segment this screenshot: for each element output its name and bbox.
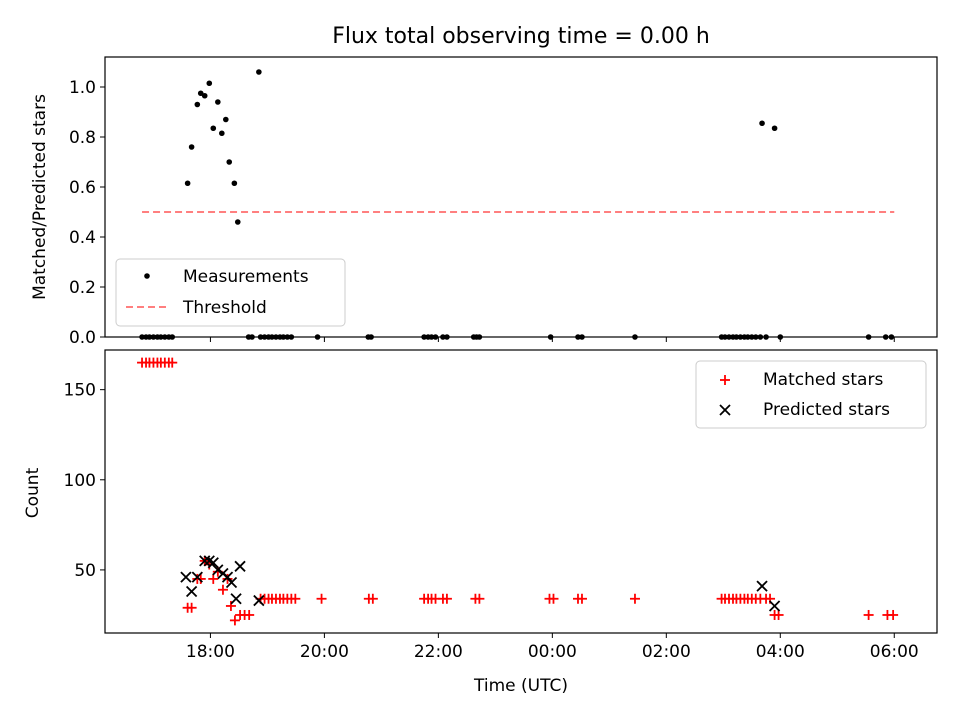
- x-tick-label: 00:00: [528, 642, 577, 662]
- measurement-point: [231, 180, 238, 187]
- matched-star-point: [773, 609, 784, 620]
- predicted-star-point: [756, 580, 768, 592]
- measurement-point: [219, 130, 225, 137]
- x-tick-label: 02:00: [642, 642, 691, 662]
- measurement-point: [206, 80, 213, 87]
- matched-star-point: [548, 593, 559, 604]
- predicted-star-point: [230, 593, 242, 605]
- bottom-y-ticks: 50 100 150: [64, 381, 105, 581]
- top-legend: Measurements Threshold: [115, 258, 346, 327]
- measurement-point: [256, 69, 262, 75]
- legend-predicted-marker: [719, 404, 731, 416]
- y-tick-label: 50: [74, 561, 96, 581]
- y-tick-label: 0.8: [69, 128, 96, 148]
- y-tick-label: 100: [64, 471, 96, 491]
- matched-star-point: [576, 593, 587, 604]
- legend-matched-label: Matched stars: [763, 370, 883, 390]
- top-axes-frame: [104, 56, 938, 338]
- legend-measurements-label: Measurements: [183, 267, 309, 287]
- matched-star-point: [863, 609, 874, 620]
- legend-predicted-label: Predicted stars: [763, 400, 890, 420]
- bottom-plot-marks: [137, 357, 899, 626]
- matched-star-point: [290, 593, 301, 604]
- matched-star-point: [244, 609, 255, 620]
- top-panel: 0.0 0.2 0.4 0.6 0.8 1.0 Matched/Predicted sta…: [30, 56, 938, 348]
- figure-title: Flux total observing time = 0.00 h: [332, 24, 710, 49]
- x-tick-label: 18:00: [186, 642, 235, 662]
- predicted-star-point: [234, 560, 246, 572]
- bottom-legend: Matched stars Predicted stars: [695, 360, 927, 429]
- bottom-panel: 50 100 150 18:00 20:00 22:00 00:00 02:00 04:00 0…: [23, 349, 938, 696]
- matched-star-point: [217, 584, 228, 595]
- y-tick-label: 0.0: [69, 328, 96, 348]
- matched-star-point: [888, 609, 899, 620]
- predicted-star-point: [185, 585, 198, 598]
- measurement-point: [226, 159, 233, 165]
- y-tick-label: 0.6: [69, 178, 96, 198]
- measurement-point: [223, 116, 229, 123]
- predicted-star-point: [253, 594, 265, 607]
- predicted-star-point: [180, 571, 192, 583]
- bottom-legend-box: [695, 360, 927, 429]
- top-y-axis-label: Matched/Predicted stars: [30, 94, 50, 300]
- legend-measurements-marker: [144, 273, 150, 279]
- measurement-point: [194, 101, 201, 108]
- y-tick-label: 1.0: [69, 78, 96, 98]
- y-tick-label: 0.2: [69, 278, 96, 298]
- y-tick-label: 0.4: [69, 228, 96, 248]
- measurement-point: [197, 90, 204, 97]
- predicted-star-point: [768, 600, 781, 612]
- matched-star-point: [316, 593, 327, 604]
- x-axis-label: Time (UTC): [473, 676, 568, 696]
- predicted-star-point: [212, 564, 224, 576]
- matched-star-point: [629, 593, 640, 604]
- predicted-star-point: [207, 557, 219, 569]
- measurement-point: [184, 180, 191, 187]
- measurement-point: [201, 92, 208, 99]
- legend-threshold-label: Threshold: [182, 298, 267, 318]
- legend-plus: [720, 375, 730, 385]
- matched-star-point: [229, 615, 240, 626]
- top-x-ticks: [209, 337, 895, 342]
- matched-star-point: [186, 602, 197, 613]
- bottom-x-ticks: 18:00 20:00 22:00 00:00 02:00 04:00 06:00: [186, 633, 919, 662]
- legend-x: [719, 404, 731, 416]
- matched-star-point: [167, 357, 178, 368]
- measurement-point: [188, 144, 195, 150]
- measurement-point: [215, 99, 221, 105]
- x-tick-label: 06:00: [870, 642, 919, 662]
- bottom-y-axis-label: Count: [23, 467, 43, 518]
- x-tick-label: 04:00: [756, 642, 805, 662]
- matched-star-point: [474, 593, 485, 604]
- y-tick-label: 150: [64, 381, 96, 401]
- measurement-point: [210, 125, 217, 132]
- matched-star-point: [195, 573, 206, 584]
- top-legend-box: [115, 258, 346, 327]
- x-tick-label: 22:00: [414, 642, 463, 662]
- measurement-point: [759, 120, 765, 127]
- measurement-point: [771, 125, 778, 132]
- matched-star-point: [441, 593, 452, 604]
- matched-star-point: [208, 573, 219, 584]
- x-tick-label: 20:00: [300, 642, 349, 662]
- predicted-star-point: [191, 571, 203, 583]
- legend-matched-marker: [720, 375, 730, 385]
- bottom-axes-frame: [104, 349, 938, 634]
- measurement-point: [234, 219, 241, 225]
- top-y-ticks: 0.0 0.2 0.4 0.6 0.8 1.0: [69, 78, 105, 348]
- predicted-star-point: [225, 576, 238, 589]
- predicted-star-point: [221, 571, 234, 583]
- predicted-star-point: [199, 555, 211, 567]
- matched-star-point: [225, 600, 236, 611]
- matched-star-point: [367, 593, 378, 604]
